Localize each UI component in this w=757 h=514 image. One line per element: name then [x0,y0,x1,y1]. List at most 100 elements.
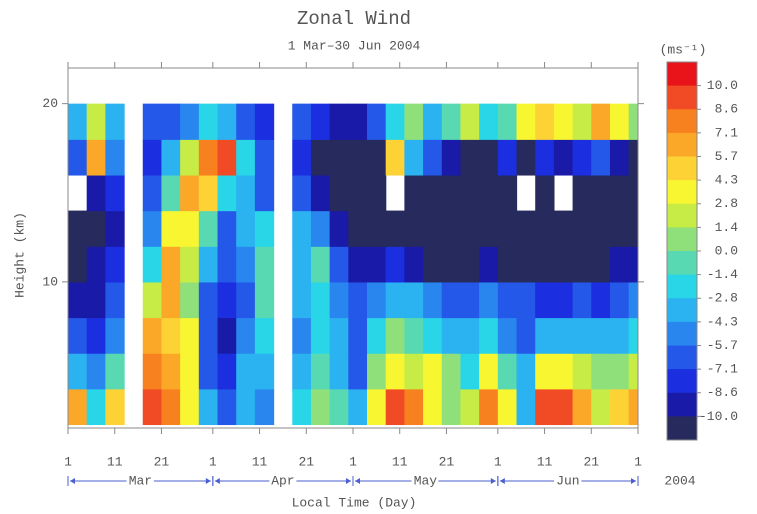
colorbar-label: -8.6 [707,385,738,400]
colorbar-swatch [667,369,697,394]
heatmap-cell [628,174,638,212]
heatmap-cell [497,388,518,426]
heatmap-cell [329,210,349,247]
heatmap-cell [310,103,331,140]
heatmap-cell [535,103,555,140]
heatmap-cell [497,353,518,390]
heatmap-cell [591,353,611,390]
heatmap-cell [161,174,181,212]
heatmap-cell [497,103,518,140]
heatmap-cell [348,317,368,354]
heatmap-cell [198,210,219,247]
heatmap-cell [367,210,387,247]
heatmap-cell [572,246,592,283]
month-label: May [414,473,438,488]
colorbar-label: -7.1 [707,362,738,377]
heatmap-cell [310,281,331,319]
heatmap-cell [198,353,219,390]
heatmap-cell [329,103,349,140]
heatmap-cell [348,281,368,319]
colorbar-label: -10.0 [699,409,738,424]
heatmap-cell [142,353,163,390]
heatmap-cell [497,281,518,319]
heatmap-cell [254,246,275,283]
x-tick-label: 1 [494,454,502,469]
x-tick-label: 11 [252,454,268,469]
heatmap-cell [329,317,349,354]
x-tick-label: 11 [537,454,553,469]
heatmap-cell [254,388,275,426]
heatmap-cell [367,103,387,140]
heatmap-cell [572,139,592,176]
colorbar-label: -5.7 [707,338,738,353]
heatmap-cell [572,317,592,354]
heatmap-cell [628,103,638,140]
heatmap-cell [385,103,405,140]
heatmap-cell [479,174,499,212]
heatmap-cell [348,139,368,176]
heatmap-cell [68,317,88,354]
x-tick-label: 21 [583,454,599,469]
colorbar-swatch [667,85,697,110]
heatmap-cell [68,353,88,390]
heatmap-cell [628,388,638,426]
heatmap-cell [292,317,312,354]
heatmap-cell [217,353,237,390]
heatmap-cell [609,246,630,283]
heatmap-cell [217,317,237,354]
heatmap-cell [572,281,592,319]
heatmap-cell [460,353,480,390]
heatmap-cell [236,210,256,247]
heatmap-cell [385,388,405,426]
heatmap-cell [628,139,638,176]
heatmap-cell [609,210,630,247]
heatmap-cell [142,139,163,176]
heatmap-cell [217,281,237,319]
heatmap-cell [236,139,256,176]
heatmap-cell [460,281,480,319]
heatmap-cell [423,139,443,176]
heatmap-cell [105,174,125,212]
heatmap-cell [516,103,536,140]
heatmap-cell [310,246,331,283]
heatmap-cell [329,174,349,212]
heatmap-cell [236,388,256,426]
heatmap-cell [236,246,256,283]
x-tick-label: 11 [392,454,408,469]
heatmap-cell [572,210,592,247]
heatmap-cell [198,281,219,319]
heatmap-cell [516,317,536,354]
heatmap-cell [516,210,536,247]
heatmap-cell [348,388,368,426]
heatmap-cell [86,139,106,176]
heatmap-cell [441,317,462,354]
heatmap-cell [497,210,518,247]
heatmap-cell [628,317,638,354]
heatmap-cell [553,281,574,319]
heatmap-cell [105,317,125,354]
heatmap-cell [161,103,181,140]
heatmap-cell [161,317,181,354]
heatmap-cell [105,103,125,140]
heatmap-cell [516,139,536,176]
heatmap-cell [329,388,349,426]
heatmap-cell [553,353,574,390]
heatmap-cell [254,317,275,354]
heatmap-cell [142,388,163,426]
heatmap [68,103,638,426]
heatmap-cell [591,103,611,140]
heatmap-cell [86,246,106,283]
heatmap-cell [553,246,574,283]
heatmap-cell [479,103,499,140]
heatmap-cell [572,353,592,390]
heatmap-cell [591,388,611,426]
colorbar-swatch [667,132,697,157]
heatmap-cell [161,281,181,319]
heatmap-cell [441,246,462,283]
heatmap-cell [198,174,219,212]
heatmap-cell [479,246,499,283]
colorbar-swatch [667,251,697,276]
heatmap-cell [609,103,630,140]
heatmap-cell [404,103,424,140]
